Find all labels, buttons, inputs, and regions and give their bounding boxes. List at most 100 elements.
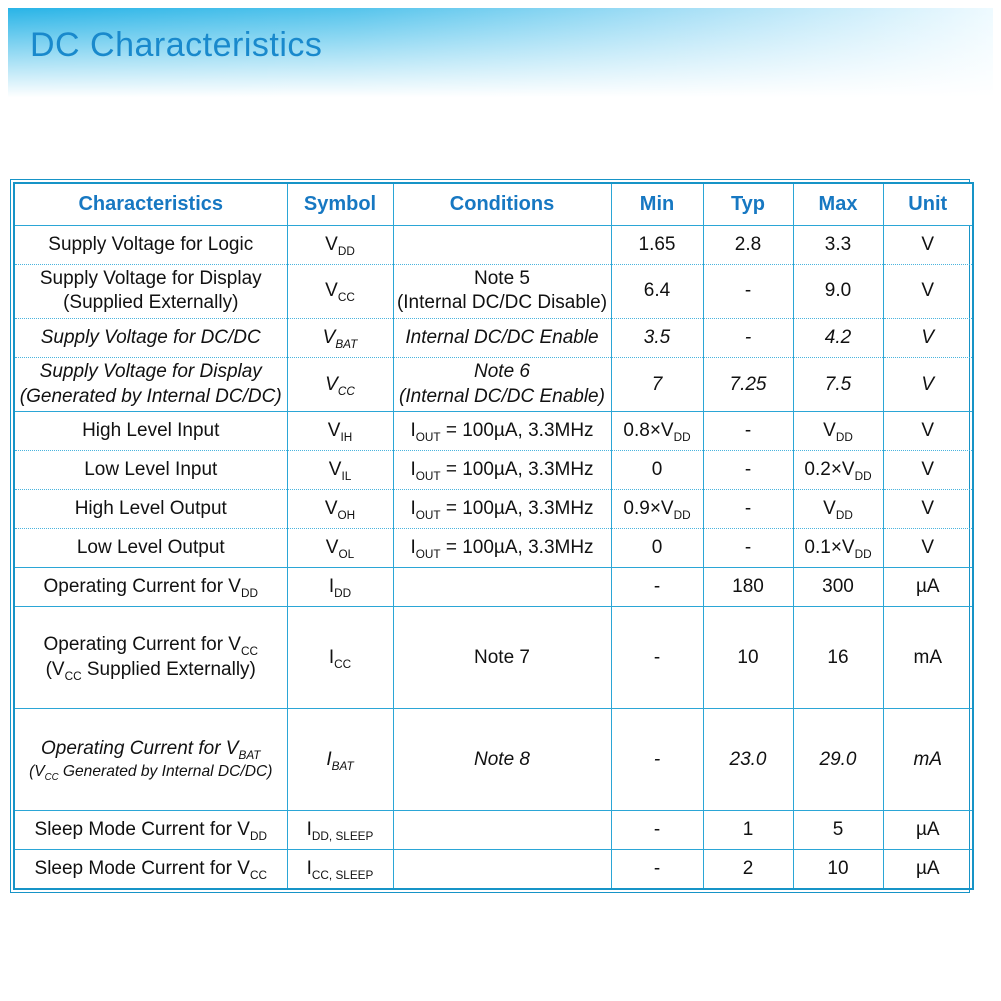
cell-max: 7.5	[792, 356, 884, 412]
cell-symbol: VOH	[286, 489, 394, 529]
cell-symbol: IDD, SLEEP	[286, 810, 394, 850]
cell-line: Supply Voltage for Display	[39, 267, 262, 289]
cell-max: 3.3	[792, 225, 884, 264]
cell-conditions: IOUT = 100µA, 3.3MHz	[392, 411, 612, 451]
cell-typ: -	[702, 317, 794, 358]
cell-unit: V	[882, 528, 974, 568]
table-row: Supply Voltage for Display (Generated by …	[13, 356, 974, 412]
cell-characteristics: High Level Input	[13, 411, 288, 451]
cell-symbol: VCC	[286, 263, 394, 319]
cell-unit: mA	[882, 708, 974, 811]
cell-line: (Internal DC/DC Disable)	[396, 292, 608, 314]
cell-symbol: VOL	[286, 528, 394, 568]
cell-symbol: IBAT	[286, 708, 394, 811]
cell-characteristics: Sleep Mode Current for VCC	[13, 849, 288, 889]
cell-min: -	[610, 606, 704, 709]
cell-conditions: IOUT = 100µA, 3.3MHz	[392, 489, 612, 529]
cell-min: -	[610, 810, 704, 850]
cell-max: 10	[792, 849, 884, 889]
table-row: High Level Output VOH IOUT = 100µA, 3.3MHz…	[13, 489, 974, 529]
cell-typ: 180	[702, 567, 794, 607]
cell-conditions: Internal DC/DC Enable	[392, 317, 612, 358]
cell-characteristics: Supply Voltage for Logic	[13, 225, 288, 264]
cell-typ: -	[702, 528, 794, 568]
cell-max: 0.1×VDD	[792, 528, 884, 568]
table-row: Supply Voltage for DC/DC VBAT Internal DC/…	[13, 317, 974, 358]
cell-unit: µA	[882, 567, 974, 607]
cell-symbol: VBAT	[286, 317, 394, 358]
table-row: Low Level Output VOL IOUT = 100µA, 3.3MHz 0…	[13, 528, 974, 568]
cell-typ: -	[702, 450, 794, 490]
cell-line: Operating Current for VBAT	[41, 738, 261, 763]
cell-symbol: ICC, SLEEP	[286, 849, 394, 889]
cell-characteristics: Supply Voltage for DC/DC	[13, 317, 288, 358]
cell-typ: -	[702, 411, 794, 451]
cell-max: 29.0	[792, 708, 884, 811]
cell-unit: µA	[882, 810, 974, 850]
cell-symbol: ICC	[286, 606, 394, 709]
table-row: Sleep Mode Current for VCC ICC, SLEEP -2 10…	[13, 849, 974, 889]
cell-min: 1.65	[610, 225, 704, 264]
cell-conditions	[392, 849, 612, 889]
cell-unit: V	[882, 317, 974, 358]
cell-characteristics: Supply Voltage for Display (Supplied Exte…	[13, 263, 288, 319]
col-header-unit: Unit	[882, 183, 974, 226]
cell-min: 0.9×VDD	[610, 489, 704, 529]
table-row: Low Level Input VIL IOUT = 100µA, 3.3MHz 0-…	[13, 450, 974, 490]
cell-unit: µA	[882, 849, 974, 889]
cell-conditions: Note 8	[392, 708, 612, 811]
cell-line: (VCC Supplied Externally)	[45, 658, 256, 683]
cell-symbol: VCC	[286, 356, 394, 412]
cell-typ: 7.25	[702, 356, 794, 412]
cell-unit: V	[882, 450, 974, 490]
cell-unit: V	[882, 225, 974, 264]
cell-max: 5	[792, 810, 884, 850]
col-header-typ: Typ	[702, 183, 794, 226]
col-header-characteristics: Characteristics	[13, 183, 288, 226]
cell-min: -	[610, 708, 704, 811]
table-row: Supply Voltage for Display (Supplied Exte…	[13, 263, 974, 319]
col-header-min: Min	[610, 183, 704, 226]
cell-typ: -	[702, 263, 794, 319]
cell-typ: 2	[702, 849, 794, 889]
cell-characteristics: Supply Voltage for Display (Generated by …	[13, 356, 288, 412]
cell-min: 7	[610, 356, 704, 412]
table-header-row: Characteristics Symbol Conditions Min Ty…	[13, 183, 974, 226]
cell-line: Note 6	[474, 360, 530, 382]
cell-characteristics: Operating Current for VDD	[13, 567, 288, 607]
cell-line: (Generated by Internal DC/DC)	[19, 385, 282, 407]
cell-symbol: VDD	[286, 225, 394, 264]
cell-characteristics: Low Level Input	[13, 450, 288, 490]
cell-line: (Supplied Externally)	[63, 292, 239, 314]
cell-max: VDD	[792, 489, 884, 529]
table-body: Supply Voltage for Logic VDD 1.65 2.8 3.3 V Su…	[13, 225, 974, 889]
cell-symbol: IDD	[286, 567, 394, 607]
cell-line: (VCC Generated by Internal DC/DC)	[29, 762, 273, 784]
cell-symbol: VIL	[286, 450, 394, 490]
cell-conditions	[392, 225, 612, 264]
cell-min: -	[610, 567, 704, 607]
cell-max: VDD	[792, 411, 884, 451]
table-row: Operating Current for VCC (VCC Supplied E…	[13, 606, 974, 709]
cell-typ: -	[702, 489, 794, 529]
cell-min: 0	[610, 450, 704, 490]
cell-conditions: IOUT = 100µA, 3.3MHz	[392, 450, 612, 490]
cell-max: 0.2×VDD	[792, 450, 884, 490]
cell-unit: V	[882, 411, 974, 451]
cell-min: -	[610, 849, 704, 889]
cell-min: 0	[610, 528, 704, 568]
cell-max: 16	[792, 606, 884, 709]
cell-symbol: VIH	[286, 411, 394, 451]
page-banner: DC Characteristics	[8, 8, 993, 105]
cell-characteristics: High Level Output	[13, 489, 288, 529]
cell-characteristics: Operating Current for VCC (VCC Supplied E…	[13, 606, 288, 709]
cell-max: 4.2	[792, 317, 884, 358]
col-header-max: Max	[792, 183, 884, 226]
cell-conditions	[392, 567, 612, 607]
cell-unit: V	[882, 489, 974, 529]
table-row: High Level Input VIH IOUT = 100µA, 3.3MHz 0…	[13, 411, 974, 451]
cell-conditions: Note 7	[392, 606, 612, 709]
dc-characteristics-table-frame: Characteristics Symbol Conditions Min Ty…	[10, 179, 974, 893]
cell-line: Note 5	[474, 267, 530, 289]
